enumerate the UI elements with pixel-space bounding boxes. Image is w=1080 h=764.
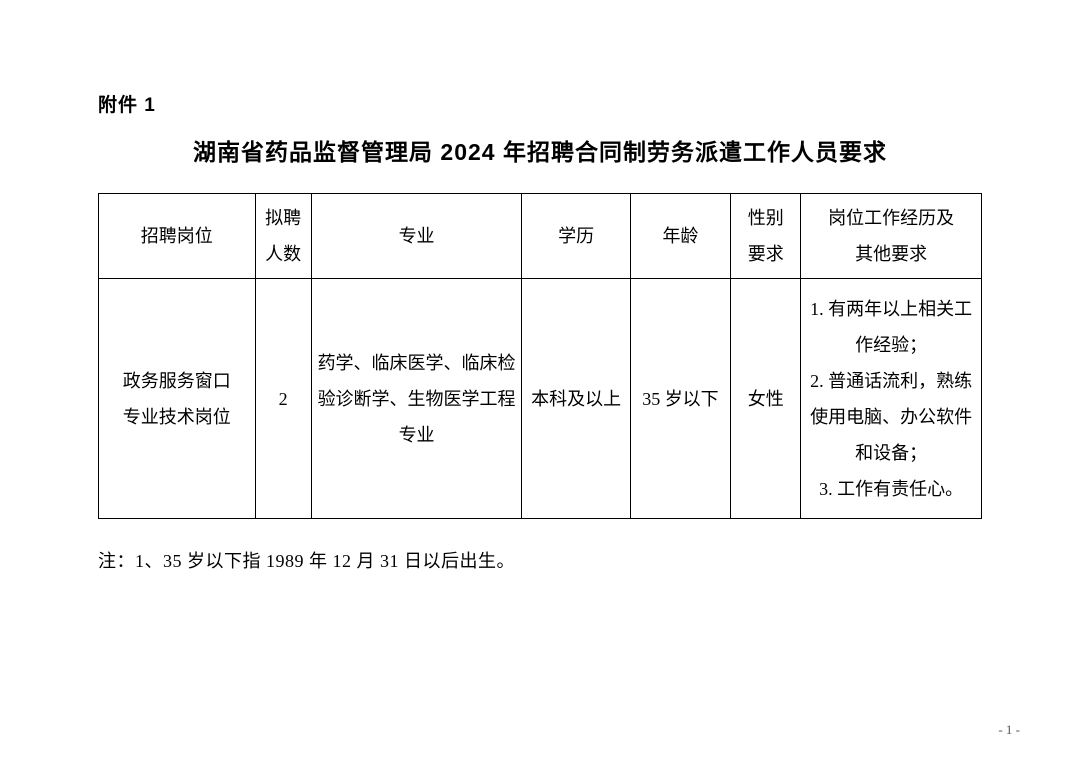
header-major: 专业 — [311, 194, 522, 279]
page-number: - 1 - — [998, 722, 1020, 738]
cell-major: 药学、临床医学、临床检验诊断学、生物医学工程专业 — [311, 279, 522, 519]
table-header-row: 招聘岗位 拟聘人数 专业 学历 年龄 性别要求 岗位工作经历及其他要求 — [99, 194, 982, 279]
header-position: 招聘岗位 — [99, 194, 256, 279]
header-other: 岗位工作经历及其他要求 — [801, 194, 982, 279]
cell-count: 2 — [255, 279, 311, 519]
header-gender: 性别要求 — [731, 194, 801, 279]
cell-other: 1. 有两年以上相关工作经验；2. 普通话流利，熟练使用电脑、办公软件和设备；3… — [801, 279, 982, 519]
table-row: 政务服务窗口专业技术岗位 2 药学、临床医学、临床检验诊断学、生物医学工程专业 … — [99, 279, 982, 519]
cell-age: 35 岁以下 — [630, 279, 730, 519]
cell-position: 政务服务窗口专业技术岗位 — [99, 279, 256, 519]
footnote: 注：1、35 岁以下指 1989 年 12 月 31 日以后出生。 — [98, 547, 982, 573]
table-header: 招聘岗位 拟聘人数 专业 学历 年龄 性别要求 岗位工作经历及其他要求 — [99, 194, 982, 279]
header-count: 拟聘人数 — [255, 194, 311, 279]
document-title: 湖南省药品监督管理局 2024 年招聘合同制劳务派遣工作人员要求 — [98, 133, 982, 167]
attachment-label: 附件 1 — [98, 90, 982, 117]
requirements-table: 招聘岗位 拟聘人数 专业 学历 年龄 性别要求 岗位工作经历及其他要求 政务服务… — [98, 193, 982, 519]
header-age: 年龄 — [630, 194, 730, 279]
cell-education: 本科及以上 — [522, 279, 630, 519]
cell-gender: 女性 — [731, 279, 801, 519]
header-education: 学历 — [522, 194, 630, 279]
